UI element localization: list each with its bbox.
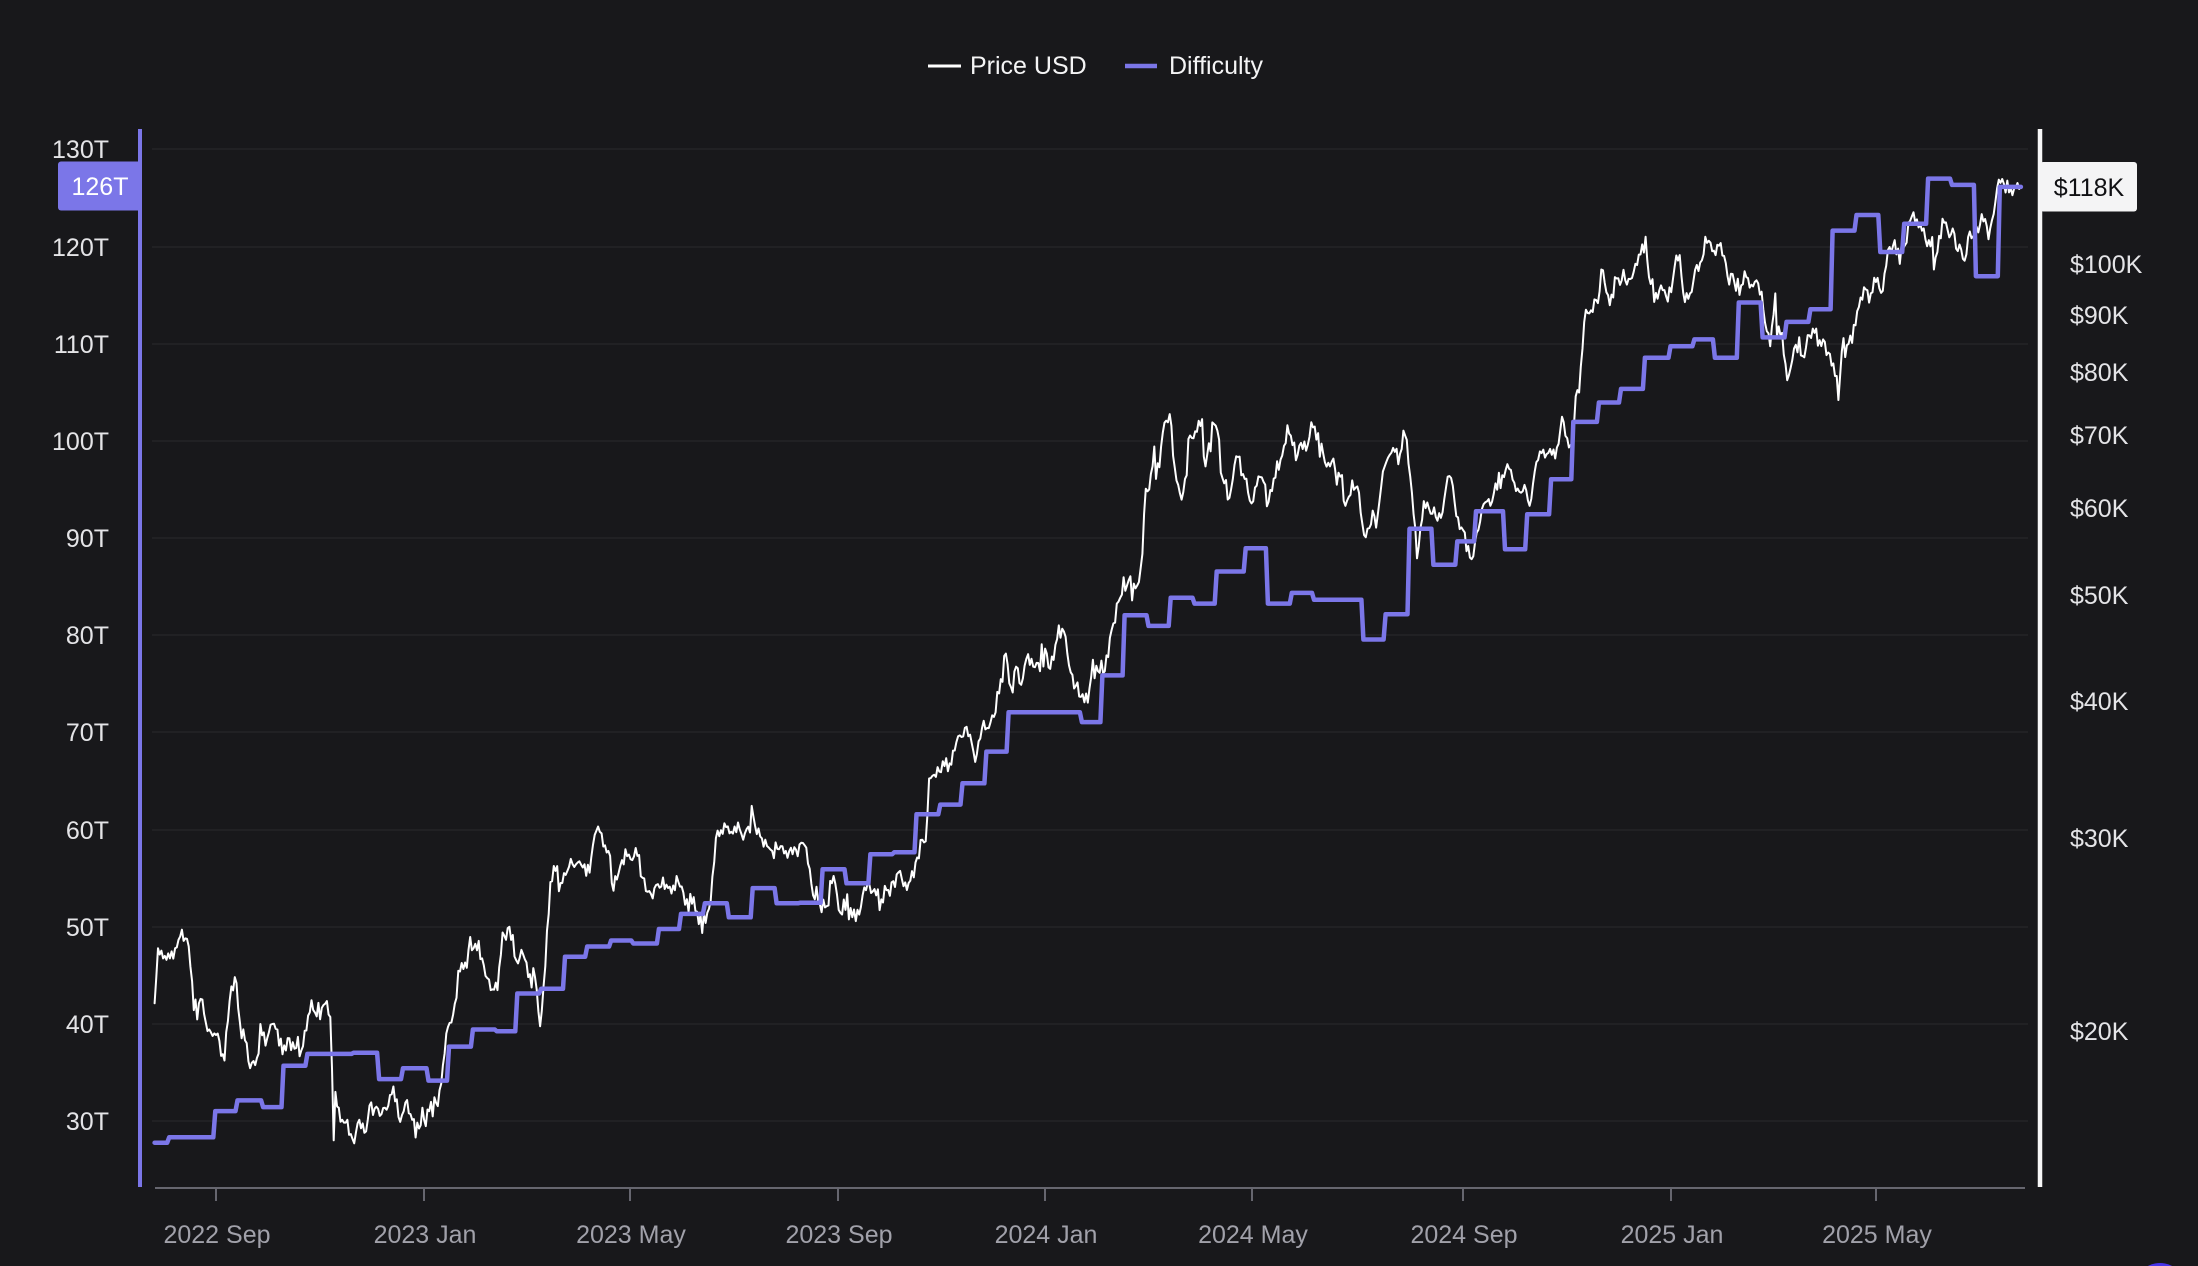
svg-text:110T: 110T — [54, 331, 109, 359]
svg-text:2023 May: 2023 May — [576, 1221, 686, 1249]
svg-text:80T: 80T — [66, 622, 109, 650]
svg-text:90T: 90T — [66, 525, 109, 553]
svg-text:120T: 120T — [52, 234, 109, 262]
svg-text:60T: 60T — [66, 817, 109, 845]
svg-text:$100K: $100K — [2070, 251, 2143, 279]
svg-text:130T: 130T — [52, 136, 109, 164]
svg-text:30T: 30T — [66, 1108, 109, 1136]
svg-text:2022 Sep: 2022 Sep — [163, 1221, 270, 1249]
svg-text:Difficulty: Difficulty — [1169, 52, 1264, 80]
svg-text:2024 Sep: 2024 Sep — [1410, 1221, 1517, 1249]
svg-text:50T: 50T — [66, 914, 109, 942]
svg-text:2023 Sep: 2023 Sep — [785, 1221, 892, 1249]
svg-text:2025 May: 2025 May — [1822, 1221, 1932, 1249]
svg-text:$40K: $40K — [2070, 688, 2129, 716]
svg-text:$60K: $60K — [2070, 495, 2129, 523]
svg-text:2024 May: 2024 May — [1198, 1221, 1308, 1249]
svg-text:Price USD: Price USD — [970, 52, 1087, 80]
svg-text:70T: 70T — [66, 719, 109, 747]
svg-text:$20K: $20K — [2070, 1018, 2129, 1046]
svg-text:40T: 40T — [66, 1011, 109, 1039]
svg-text:$50K: $50K — [2070, 582, 2129, 610]
svg-text:126T: 126T — [72, 173, 129, 201]
svg-text:$30K: $30K — [2070, 825, 2129, 853]
svg-text:2025 Jan: 2025 Jan — [1621, 1221, 1724, 1249]
svg-text:100T: 100T — [52, 428, 109, 456]
svg-text:$70K: $70K — [2070, 422, 2129, 450]
svg-text:$90K: $90K — [2070, 302, 2129, 330]
svg-text:$118K: $118K — [2054, 174, 2125, 202]
svg-text:$80K: $80K — [2070, 359, 2129, 387]
svg-text:2024 Jan: 2024 Jan — [995, 1221, 1098, 1249]
svg-text:2023 Jan: 2023 Jan — [374, 1221, 477, 1249]
